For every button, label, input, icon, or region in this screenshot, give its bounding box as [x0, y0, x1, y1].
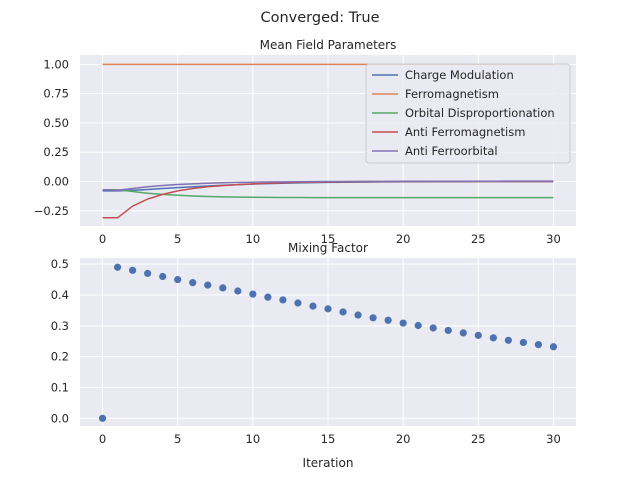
y-tick-label: −0.25 — [34, 204, 69, 218]
data-point — [504, 336, 512, 344]
figure-suptitle: Converged: True — [260, 10, 379, 26]
data-point — [98, 414, 107, 422]
legend-label: Anti Ferromagnetism — [405, 125, 525, 139]
y-tick-label: 0.3 — [51, 319, 69, 333]
data-point — [264, 293, 272, 301]
y-tick-label: 0.50 — [43, 116, 69, 130]
data-point — [324, 305, 332, 313]
x-tick-label: 30 — [546, 232, 561, 246]
y-tick-label: 0.5 — [51, 257, 69, 271]
data-point — [279, 296, 287, 304]
plot-marks — [98, 263, 558, 422]
chart-title: Mean Field Parameters — [260, 38, 397, 52]
series-line-anti-ferroorbital — [102, 180, 554, 192]
data-point — [534, 341, 543, 349]
series-line-orbital-disproportionation — [102, 188, 554, 199]
y-tick-label: 1.00 — [43, 57, 69, 71]
data-point — [113, 263, 122, 271]
data-point — [519, 338, 527, 347]
data-point — [219, 284, 227, 292]
data-point — [309, 302, 317, 310]
data-point — [174, 275, 182, 284]
x-tick-label: 5 — [174, 232, 181, 246]
data-point — [204, 281, 212, 289]
data-point — [129, 266, 137, 274]
y-tick-label: 0.4 — [51, 288, 69, 302]
mean-field-parameters-chart: 0 5 10 15 20 25 30 −0.25 0.00 0.25 0.50 0.75 1.00 Mea… — [34, 38, 576, 246]
x-tick-label: 20 — [396, 232, 411, 246]
data-point — [384, 316, 392, 324]
x-axis-label: Iteration — [303, 456, 354, 470]
x-tick-label: 10 — [246, 232, 261, 246]
data-point — [189, 279, 197, 287]
y-tick-label: 0.00 — [43, 174, 69, 188]
data-point — [144, 269, 152, 278]
x-tick-label: 20 — [396, 432, 411, 446]
legend-label: Charge Modulation — [405, 68, 514, 82]
data-point — [234, 287, 242, 295]
x-tick-label: 5 — [174, 432, 181, 446]
x-tick-label: 15 — [321, 432, 336, 446]
x-tick-label: 0 — [99, 232, 106, 246]
y-tick-label: 0.2 — [51, 350, 69, 364]
x-tick-label: 0 — [99, 432, 106, 446]
data-point — [414, 321, 422, 330]
data-point — [429, 324, 437, 332]
y-tick-label: 0.75 — [43, 87, 69, 101]
x-tick-label: 30 — [546, 432, 561, 446]
data-point — [369, 314, 377, 322]
data-point — [294, 299, 302, 307]
y-tick-label: 0.0 — [51, 411, 69, 425]
data-point — [399, 319, 407, 327]
mixing-factor-chart: 0 5 10 15 20 25 30 0.0 0.1 0.2 0.3 0.4 0.5 Mixing Fac… — [51, 241, 576, 470]
legend-box — [365, 63, 571, 164]
chart-title: Mixing Factor — [288, 241, 368, 255]
legend-label: Anti Ferroorbital — [405, 144, 498, 158]
y-tick-label: 0.1 — [51, 380, 69, 394]
x-tick-label: 10 — [246, 432, 261, 446]
x-tick-label: 25 — [471, 432, 486, 446]
data-point — [354, 311, 362, 319]
data-point — [459, 329, 467, 337]
data-point — [159, 272, 167, 281]
data-point — [549, 343, 558, 351]
data-point — [444, 326, 452, 335]
legend: Charge Modulation Ferromagnetism Orbital D… — [365, 63, 571, 164]
x-tick-label: 15 — [321, 232, 336, 246]
legend-label: Ferromagnetism — [405, 87, 499, 101]
data-point — [339, 308, 347, 316]
y-tick-label: 0.25 — [43, 145, 69, 159]
data-point — [489, 334, 497, 342]
x-tick-label: 25 — [471, 232, 486, 246]
data-point — [474, 331, 482, 339]
legend-label: Orbital Disproportionation — [405, 106, 555, 120]
data-point — [249, 290, 257, 298]
